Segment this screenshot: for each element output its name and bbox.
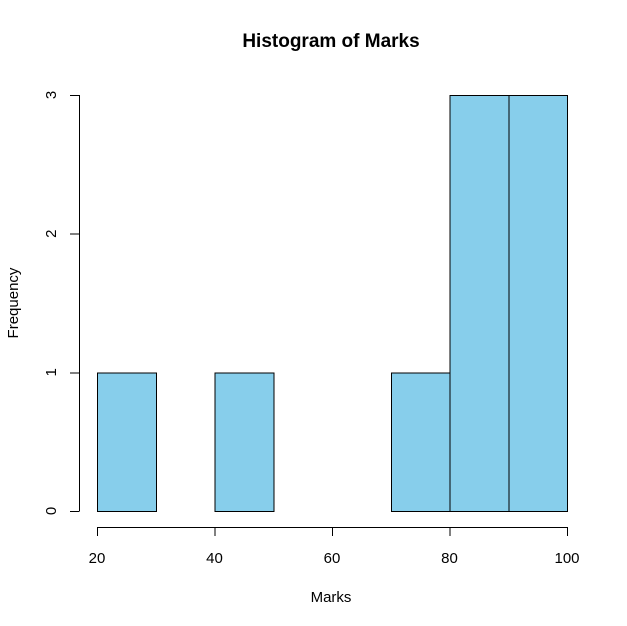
y-tick-label: 0	[43, 507, 60, 515]
y-axis: 0 1 2 3	[43, 91, 80, 515]
histogram-bar	[97, 372, 157, 513]
x-axis: 20 40 60 80 100	[89, 527, 580, 567]
y-tick-label: 2	[43, 229, 60, 237]
histogram-bar	[508, 95, 568, 512]
chart-title: Histogram of Marks	[242, 31, 419, 52]
histogram-bar	[214, 372, 275, 513]
bars-layer	[97, 95, 568, 513]
x-tick-label: 20	[89, 550, 106, 567]
histogram-bar	[449, 95, 510, 512]
y-axis-label: Frequency	[5, 267, 22, 338]
y-tick-label: 3	[43, 91, 60, 99]
x-axis-label: Marks	[311, 589, 352, 606]
histogram-bar	[390, 372, 451, 513]
y-tick-label: 1	[43, 368, 60, 376]
x-tick-label: 100	[554, 550, 579, 567]
x-tick-label: 80	[441, 550, 458, 567]
x-tick-label: 60	[324, 550, 341, 567]
x-tick-label: 40	[206, 550, 223, 567]
